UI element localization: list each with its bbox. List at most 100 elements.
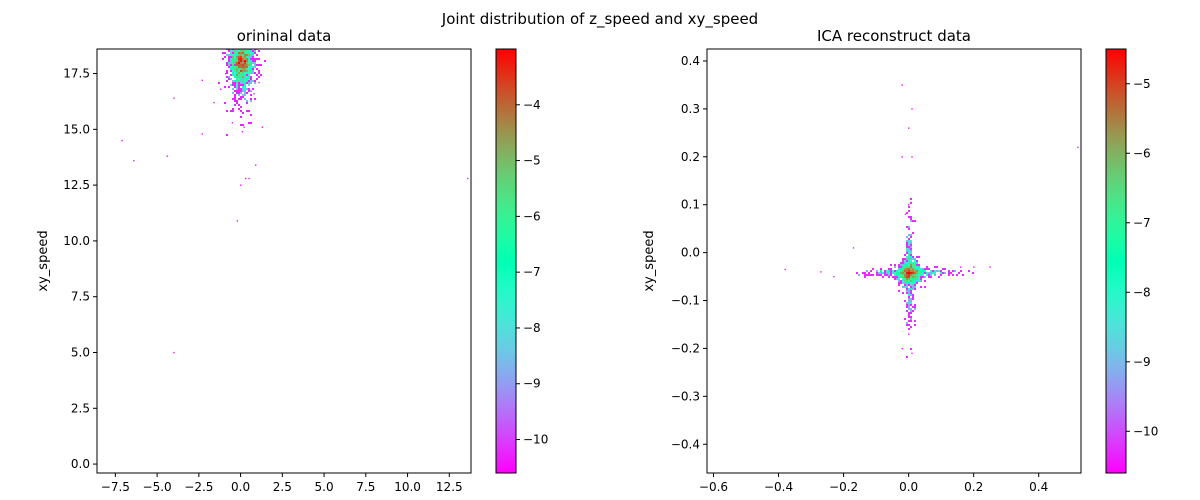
density-bin xyxy=(914,280,916,282)
density-bin xyxy=(906,246,908,248)
density-bin xyxy=(234,30,236,32)
density-bin xyxy=(240,96,242,98)
density-bin xyxy=(254,50,256,52)
density-bin xyxy=(912,274,914,276)
density-bin xyxy=(236,72,238,74)
density-bin xyxy=(910,220,912,222)
density-bin xyxy=(226,62,228,64)
density-bin xyxy=(916,262,918,264)
density-bin xyxy=(260,64,262,66)
density-bin xyxy=(878,274,880,276)
density-bin xyxy=(234,36,236,38)
density-bin xyxy=(234,96,236,98)
density-bin xyxy=(242,84,244,86)
density-bin xyxy=(910,262,912,264)
x-tick-label: 0.2 xyxy=(964,480,983,494)
colorbar-tick-label: −5 xyxy=(1133,77,1151,91)
density-bin xyxy=(870,274,872,276)
density-bin xyxy=(228,86,230,88)
density-bin xyxy=(254,64,256,66)
density-bin xyxy=(238,50,240,52)
density-bin xyxy=(950,272,952,274)
density-bin xyxy=(232,108,234,110)
density-bin xyxy=(912,262,914,264)
density-bin xyxy=(256,64,258,66)
density-bin xyxy=(228,46,230,48)
x-tick-label: 7.5 xyxy=(356,480,375,494)
density-bin xyxy=(922,274,924,276)
density-bin xyxy=(248,52,250,54)
density-bin xyxy=(910,260,912,262)
density-bin xyxy=(244,56,246,58)
density-bin xyxy=(258,58,260,60)
density-bin xyxy=(250,56,252,58)
density-bin xyxy=(244,66,246,68)
density-bin xyxy=(912,258,914,260)
outlier-point xyxy=(908,333,910,335)
density-bin xyxy=(912,264,914,266)
density-bin xyxy=(254,62,256,64)
density-bin xyxy=(894,266,896,268)
density-bin xyxy=(942,268,944,270)
density-bin xyxy=(908,320,910,322)
density-bin xyxy=(912,306,914,308)
density-bin xyxy=(908,306,910,308)
x-tick-label: 0.0 xyxy=(231,480,250,494)
density-bin xyxy=(248,84,250,86)
density-bin xyxy=(906,284,908,286)
density-bin xyxy=(862,272,864,274)
density-bin xyxy=(914,270,916,272)
density-bin xyxy=(902,268,904,270)
density-bin xyxy=(908,216,910,218)
density-bin xyxy=(246,60,248,62)
density-bin xyxy=(230,50,232,52)
outlier-point xyxy=(904,213,907,216)
density-bin xyxy=(240,72,242,74)
y-tick-label: 10.0 xyxy=(63,234,90,248)
outlier-point xyxy=(852,247,855,249)
density-bin xyxy=(250,58,252,60)
density-bin xyxy=(236,86,238,88)
density-bin xyxy=(230,110,232,112)
density-bin xyxy=(948,270,950,272)
density-bin xyxy=(236,58,238,60)
density-bin xyxy=(234,90,236,92)
density-bin xyxy=(912,272,914,274)
density-bin xyxy=(910,216,912,218)
density-bin xyxy=(908,290,910,292)
density-bin xyxy=(912,288,914,290)
density-bin xyxy=(232,74,234,76)
density-bin xyxy=(248,66,250,68)
outlier-point xyxy=(201,79,203,82)
density-bin xyxy=(904,274,906,276)
outlier-point xyxy=(901,347,903,350)
density-bin xyxy=(232,88,234,90)
outlier-point xyxy=(989,266,991,268)
density-bin xyxy=(910,250,912,252)
density-bin xyxy=(906,288,908,290)
density-bin xyxy=(238,92,240,94)
density-bin xyxy=(910,202,912,204)
density-bin xyxy=(908,294,910,296)
density-bin xyxy=(918,268,920,270)
density-bin xyxy=(234,82,236,84)
y-tick-label: 0.0 xyxy=(71,457,90,471)
density-bin xyxy=(246,66,248,68)
density-bin xyxy=(244,74,246,76)
density-bin xyxy=(902,260,904,262)
density-bin xyxy=(248,122,250,124)
density-bin xyxy=(918,264,920,266)
density-bin xyxy=(916,276,918,278)
density-bin xyxy=(230,64,232,66)
density-bin xyxy=(240,56,242,58)
x-tick-label: 12.5 xyxy=(436,480,463,494)
density-bin xyxy=(230,52,232,54)
density-bin xyxy=(258,46,260,48)
density-bin xyxy=(918,278,920,280)
outlier-point xyxy=(219,88,222,90)
x-tick-label: 5.0 xyxy=(315,480,334,494)
density-bin xyxy=(228,64,230,66)
density-bin xyxy=(890,274,892,276)
density-bin xyxy=(250,70,252,72)
density-bin xyxy=(904,268,906,270)
